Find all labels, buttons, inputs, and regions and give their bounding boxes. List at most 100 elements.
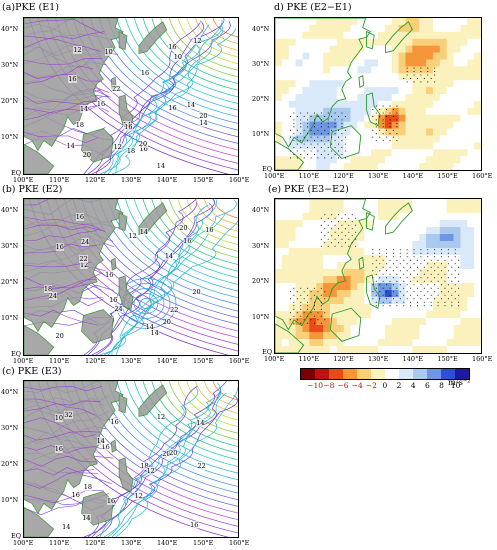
colorbar-tick-label: −4 [351, 381, 363, 390]
lat-tick-label: EQ [11, 169, 22, 177]
lat-tick-label: EQ [262, 165, 273, 173]
contour-label: 12 [113, 142, 122, 151]
lat-tick-label: 30°N [252, 60, 270, 68]
contour-label: 16 [139, 145, 148, 154]
lon-tick-label: 130°E [121, 357, 142, 365]
contour-label: 12 [73, 46, 82, 55]
lat-tick-label: 40°N [252, 206, 270, 214]
contour-label: 18 [126, 146, 136, 155]
colorbar-segment [301, 369, 315, 379]
lat-tick-label: 10°N [1, 496, 19, 504]
contour-label: 12 [193, 37, 202, 46]
contour-line [125, 381, 238, 467]
lon-tick-label: 110°E [49, 357, 70, 365]
contour-label: 14 [150, 329, 159, 338]
lat-tick-label: 30°N [1, 424, 19, 432]
map-panel-c: 16 10 14 20 18 16 22 20 32 16 14 12 14 16 16 16 12 18 14 12 [23, 380, 239, 538]
lat-tick-label: 40°N [1, 25, 19, 33]
lon-tick-label: 160°E [472, 355, 493, 363]
lon-tick-label: 110°E [298, 172, 320, 180]
contour-label: 10 [54, 413, 63, 422]
contour-line [125, 18, 238, 104]
lon-tick-label: 120°E [85, 357, 106, 365]
contour-label: 20 [192, 287, 201, 296]
lat-tick-label: 40°N [1, 388, 19, 396]
contour-line [195, 381, 238, 414]
contour-line [142, 199, 238, 272]
contour-line [186, 381, 238, 421]
colorbar-segment [441, 369, 455, 379]
contour-label: 18 [83, 483, 92, 492]
contour-label: 16 [168, 104, 177, 113]
contour-label: 14 [156, 161, 166, 170]
contour-label: 12 [134, 491, 143, 500]
lon-tick-label: 110°E [49, 539, 70, 547]
colorbar-segment [455, 369, 469, 379]
contour-label: 16 [96, 99, 106, 108]
contour-label: 14 [186, 101, 196, 110]
contour-label: 24 [114, 304, 123, 313]
lon-tick-label: 130°E [368, 355, 389, 363]
lon-tick-label: 100°E [264, 172, 285, 180]
colorbar-tick-label: 2 [396, 381, 402, 390]
lat-tick-label: 20°N [252, 277, 270, 285]
colorbar-unit: m²s⁻² [448, 378, 471, 387]
map-panel-d [274, 17, 482, 171]
lon-tick-label: 160°E [229, 539, 250, 547]
colorbar-tick-label: 0 [382, 381, 388, 390]
lon-tick-label: 150°E [437, 355, 458, 363]
lon-tick-label: 140°E [157, 176, 178, 184]
lon-tick-label: 160°E [472, 172, 493, 180]
lon-tick-label: 150°E [437, 172, 458, 180]
colorbar-segment [427, 369, 441, 379]
contour-line [142, 18, 238, 91]
contour-label: 22 [112, 84, 121, 93]
lat-tick-label: 10°N [1, 314, 19, 322]
lat-tick-label: 10°N [252, 130, 270, 138]
lon-tick-label: 140°E [402, 172, 424, 180]
lon-tick-label: 110°E [298, 355, 320, 363]
contour-label: 16 [105, 270, 114, 279]
colorbar-tick-label: 8 [439, 381, 444, 390]
contour-label: 24 [80, 238, 90, 247]
contour-label: 16 [55, 243, 64, 252]
contour-label: 16 [190, 521, 199, 530]
lat-tick-label: 20°N [1, 278, 19, 286]
contour-label: 22 [79, 255, 88, 264]
contour-label: 20 [169, 448, 178, 457]
colorbar-segment [315, 369, 329, 379]
contour-line [168, 199, 238, 252]
contour-line [195, 18, 238, 51]
lon-tick-label: 160°E [229, 357, 250, 365]
colorbar [300, 368, 470, 380]
contour-label: 14 [196, 418, 205, 427]
contour-label: 20 [199, 112, 208, 121]
lon-tick-label: 140°E [402, 355, 424, 363]
map-panel-b: 16 22 24 20 24 20 18 16 14 16 14 16 12 24 20 20 22 16 12 14… [23, 198, 239, 356]
contour-label: 20 [162, 317, 171, 326]
contour-line [203, 199, 238, 225]
contour-label: 22 [197, 462, 206, 471]
lon-tick-label: 100°E [264, 355, 285, 363]
contour-label: 18 [140, 462, 149, 471]
contour-label: 16 [110, 418, 119, 427]
contour-label: 12 [128, 232, 137, 241]
lat-tick-label: 30°N [1, 242, 19, 250]
lon-tick-label: 120°E [85, 176, 106, 184]
lon-tick-label: 150°E [193, 176, 214, 184]
panel-a-title: (a)PKE (E1) [2, 2, 59, 13]
contour-label: 16 [109, 296, 118, 305]
contour-label: 32 [64, 411, 73, 420]
contour-line [186, 18, 238, 58]
colorbar-tick-label: −2 [365, 381, 377, 390]
contour-label: 18 [43, 284, 53, 293]
contour-label: 20 [179, 224, 188, 233]
colorbar-segment [343, 369, 357, 379]
lat-tick-label: 10°N [252, 312, 270, 321]
contour-line [203, 381, 238, 407]
contour-label: 20 [82, 150, 91, 159]
lat-tick-label: 20°N [252, 95, 270, 103]
contour-label: 22 [170, 306, 179, 315]
lon-tick-label: 110°E [49, 176, 70, 184]
lat-tick-label: 30°N [1, 61, 19, 69]
